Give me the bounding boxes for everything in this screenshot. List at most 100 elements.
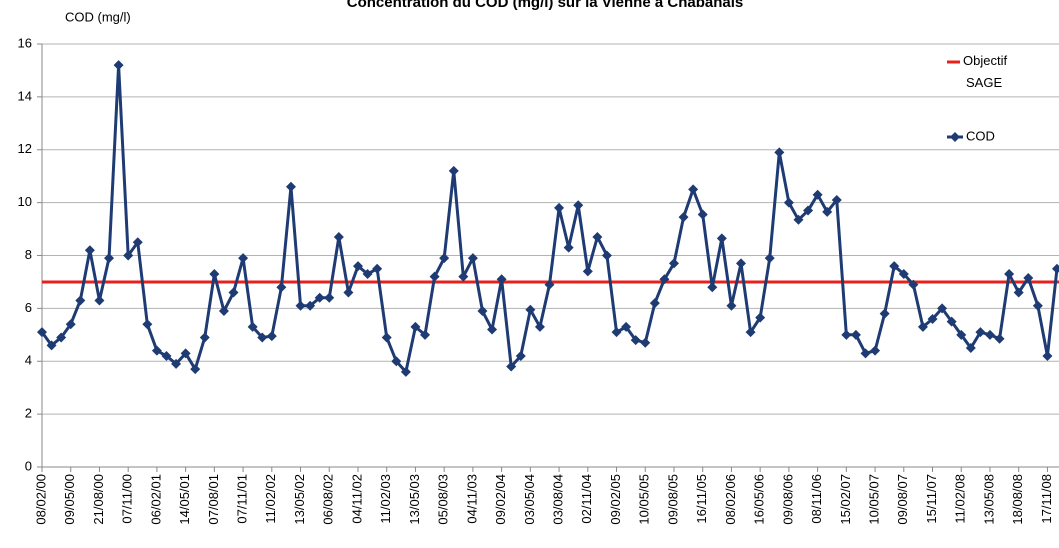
x-tick-label: 05/08/03	[436, 474, 451, 525]
marker	[755, 312, 766, 323]
marker	[525, 304, 536, 315]
marker	[736, 258, 747, 269]
marker	[276, 282, 287, 293]
marker	[745, 327, 756, 338]
marker	[889, 261, 900, 272]
marker	[477, 306, 488, 317]
marker	[238, 253, 249, 264]
marker	[822, 206, 833, 217]
x-tick-label: 04/11/03	[464, 474, 479, 524]
marker	[601, 250, 612, 261]
marker	[764, 253, 775, 264]
y-tick-label: 6	[25, 300, 32, 315]
x-tick-label: 03/08/04	[551, 474, 566, 525]
marker	[621, 321, 632, 332]
marker	[266, 331, 277, 342]
marker	[295, 300, 306, 311]
x-tick-label: 03/05/04	[522, 474, 537, 525]
y-tick-label: 16	[18, 35, 32, 50]
marker	[908, 279, 919, 290]
x-tick-label: 08/02/06	[723, 474, 738, 525]
marker	[142, 319, 153, 330]
x-tick-label: 11/02/02	[263, 474, 278, 524]
x-tick-label: 10/05/07	[867, 474, 882, 525]
marker	[946, 316, 957, 327]
marker	[984, 329, 995, 340]
marker	[391, 356, 402, 367]
marker	[678, 212, 689, 223]
marker	[554, 202, 565, 213]
marker	[343, 287, 354, 298]
marker	[1004, 269, 1015, 280]
marker	[410, 321, 421, 332]
marker	[113, 60, 124, 71]
marker	[362, 269, 373, 280]
x-tick-label: 02/11/04	[579, 474, 594, 524]
marker	[774, 147, 785, 158]
marker	[400, 366, 411, 377]
x-tick-label: 21/08/00	[91, 474, 106, 525]
marker	[448, 165, 459, 176]
marker	[870, 345, 881, 356]
x-tick-label: 06/02/01	[148, 474, 163, 525]
x-tick-label: 06/08/02	[321, 474, 336, 525]
x-tick-label: 08/02/00	[33, 474, 48, 525]
marker	[898, 269, 909, 280]
marker	[467, 253, 478, 264]
x-tick-label: 13/05/03	[407, 474, 422, 525]
x-tick-label: 07/08/01	[206, 474, 221, 525]
marker	[1023, 272, 1034, 283]
legend-label: COD	[966, 128, 995, 143]
marker	[65, 319, 76, 330]
marker	[726, 300, 737, 311]
x-tick-label: 09/08/07	[895, 474, 910, 525]
marker	[151, 345, 162, 356]
marker	[927, 313, 938, 324]
marker	[199, 332, 210, 343]
marker	[209, 269, 220, 280]
marker	[592, 231, 603, 242]
marker	[56, 332, 67, 343]
series-line	[40, 63, 1059, 374]
marker	[352, 261, 363, 272]
marker	[506, 361, 517, 372]
marker	[132, 237, 143, 248]
marker	[123, 250, 134, 261]
x-tick-label: 15/02/07	[838, 474, 853, 525]
marker	[640, 337, 651, 348]
marker	[439, 253, 450, 264]
marker	[611, 327, 622, 338]
marker	[333, 231, 344, 242]
marker	[937, 303, 948, 314]
marker	[104, 253, 115, 264]
marker	[305, 300, 316, 311]
marker	[965, 343, 976, 354]
marker	[1042, 350, 1053, 361]
y-tick-label: 14	[18, 88, 32, 103]
marker	[630, 335, 641, 346]
marker	[247, 321, 258, 332]
marker	[218, 306, 229, 317]
x-tick-label: 09/02/04	[493, 474, 508, 525]
marker	[994, 333, 1005, 344]
marker	[161, 350, 172, 361]
marker	[1013, 287, 1024, 298]
y-axis-label: COD (mg/l)	[65, 9, 131, 24]
marker	[515, 350, 526, 361]
x-tick-label: 09/08/05	[665, 474, 680, 525]
marker	[697, 209, 708, 220]
marker	[975, 327, 986, 338]
x-tick-label: 14/05/01	[177, 474, 192, 525]
marker	[707, 282, 718, 293]
marker	[496, 274, 507, 285]
marker	[84, 245, 95, 256]
marker	[1032, 300, 1043, 311]
marker	[324, 292, 335, 303]
marker	[94, 295, 105, 306]
x-tick-label: 07/11/01	[235, 474, 250, 524]
x-tick-label: 11/02/08	[953, 474, 968, 524]
y-tick-label: 4	[25, 353, 32, 368]
marker	[841, 329, 852, 340]
y-tick-label: 2	[25, 406, 32, 421]
y-tick-label: 0	[25, 458, 32, 473]
